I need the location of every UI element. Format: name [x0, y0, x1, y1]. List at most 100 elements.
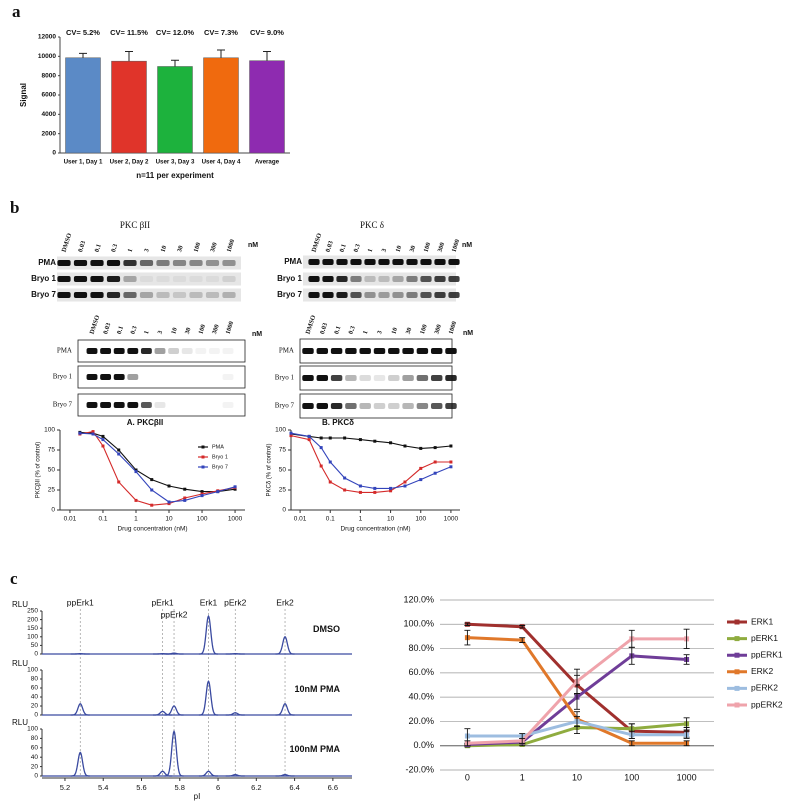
band [57, 292, 71, 298]
y-tick-label: 200 [27, 616, 38, 623]
series-line [290, 435, 451, 493]
y-tick-label: 100 [27, 667, 38, 674]
legend-label: pERK2 [751, 683, 778, 693]
band [330, 403, 343, 409]
error-bar [683, 654, 690, 665]
data-point [216, 490, 220, 494]
data-point [343, 436, 347, 440]
band [345, 348, 357, 354]
data-point [403, 444, 407, 448]
row-label: PMA [57, 347, 72, 355]
band [322, 259, 334, 265]
annotation: CV= 5.2% [66, 28, 100, 37]
x-tick-label: 6.2 [251, 783, 261, 792]
error-bar [519, 625, 526, 629]
column-label: 100 [419, 324, 429, 335]
data-point [433, 460, 437, 464]
data-point [117, 452, 121, 456]
y-tick-label: 40.0% [408, 692, 434, 702]
x-tick-label: 10 [165, 516, 173, 523]
error-bar [217, 49, 225, 58]
y-tick-label: 40 [31, 754, 39, 761]
panel-label: c [10, 569, 18, 588]
x-axis-label: pI [194, 792, 201, 801]
column-label: 0.3 [353, 242, 362, 253]
band [359, 348, 371, 354]
band [57, 276, 71, 282]
error-bar [519, 637, 526, 643]
x-tick-label: User 1, Day 1 [64, 159, 103, 166]
band [308, 292, 320, 298]
band [139, 276, 154, 282]
column-label: 0.1 [339, 243, 348, 253]
column-label: 0.03 [319, 321, 329, 335]
band [86, 348, 98, 354]
y-tick-label: 0.0% [413, 740, 434, 750]
data-point [183, 496, 187, 500]
band [189, 276, 203, 282]
data-point [358, 438, 362, 442]
error-bar [683, 717, 690, 731]
band [316, 348, 329, 354]
data-point [449, 465, 453, 469]
data-point [419, 478, 423, 482]
band [113, 402, 125, 408]
band [208, 348, 220, 354]
peak [275, 773, 295, 777]
data-point [150, 488, 154, 492]
trace-name: DMSO [313, 624, 340, 634]
band [316, 375, 329, 381]
band [378, 259, 390, 265]
band [156, 276, 170, 282]
data-point [373, 490, 377, 494]
column-label: 30 [409, 245, 418, 253]
y-tick-label: 60.0% [408, 667, 434, 677]
error-bar [171, 59, 179, 67]
x-tick-label: User 4, Day 4 [202, 159, 241, 166]
column-label: 10 [395, 245, 404, 253]
data-point [167, 484, 171, 488]
band [434, 259, 446, 265]
band [205, 276, 220, 282]
y-tick-label: 80 [31, 735, 39, 742]
column-label: 100 [193, 242, 203, 253]
annotation: CV= 7.3% [204, 28, 238, 37]
column-label: 1000 [225, 321, 236, 336]
band [448, 276, 460, 282]
x-tick-label: 1 [134, 516, 138, 523]
peak [70, 703, 90, 716]
trace-name: 10nM PMA [294, 684, 340, 694]
band [189, 292, 203, 298]
x-tick-label: 0 [465, 772, 470, 782]
peak [164, 705, 184, 716]
band [406, 292, 418, 298]
y-tick-label: 20.0% [408, 716, 434, 726]
data-point [319, 436, 323, 440]
band [73, 276, 88, 282]
error-bar [683, 730, 690, 739]
band [350, 259, 362, 265]
x-tick-label: 1000 [228, 516, 243, 523]
trace-name: 100nM PMA [289, 744, 340, 754]
data-point [373, 439, 377, 443]
y-tick-label: 10000 [38, 53, 56, 60]
band [359, 375, 371, 381]
x-tick-label: Average [255, 159, 280, 166]
y-tick-label: 0 [282, 507, 286, 514]
band [392, 259, 404, 265]
band [123, 292, 137, 298]
band [113, 374, 125, 380]
x-tick-label: 5.6 [136, 783, 146, 792]
column-label: 1000 [451, 239, 462, 254]
column-label: 300 [209, 242, 219, 253]
y-tick-label: 0 [34, 651, 38, 658]
y-tick-label: 20 [31, 703, 39, 710]
x-tick-label: 100 [624, 772, 639, 782]
data-point [373, 486, 377, 490]
x-axis-label: n=11 per experiment [136, 171, 214, 180]
data-point [328, 480, 332, 484]
peak-label: ppErk2 [161, 609, 188, 619]
blot-strip [303, 272, 456, 286]
y-tick-label: 80.0% [408, 643, 434, 653]
